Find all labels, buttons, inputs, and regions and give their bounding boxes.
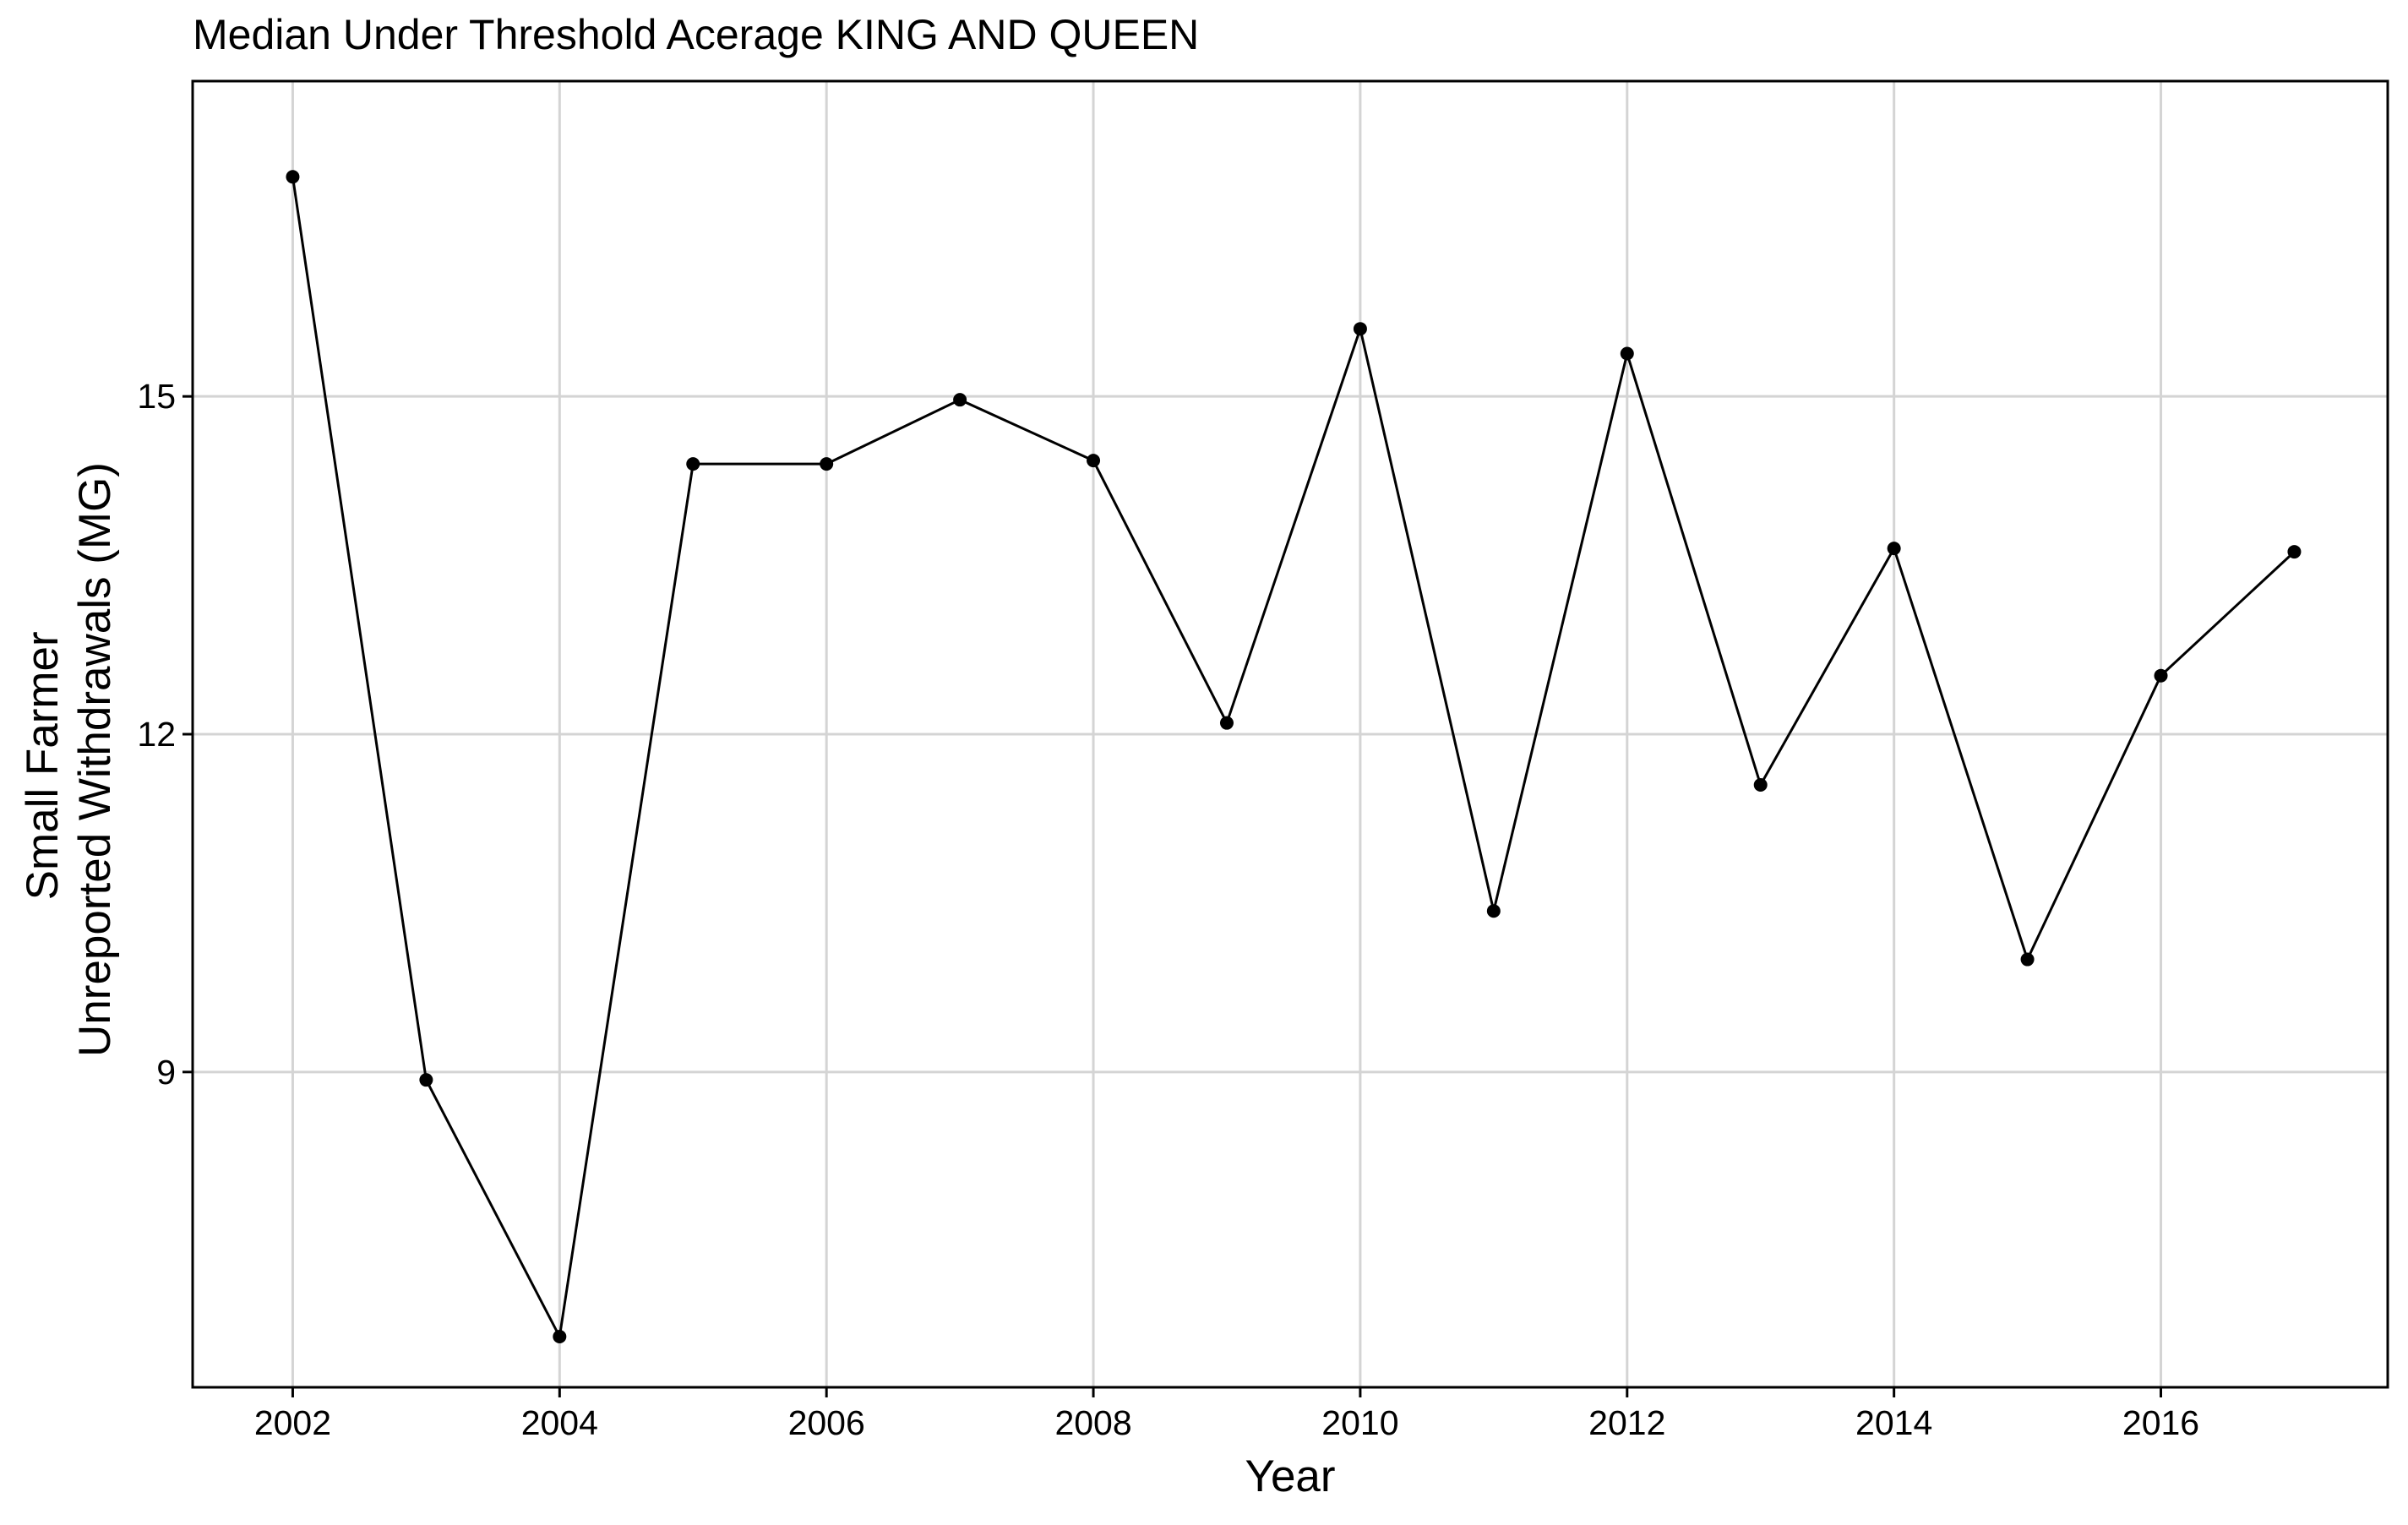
- data-point: [1887, 542, 1901, 556]
- data-point: [2154, 668, 2168, 683]
- x-tick-label: 2006: [788, 1403, 865, 1442]
- series-line: [291, 177, 2296, 1341]
- data-point: [686, 457, 700, 471]
- data-point: [820, 457, 834, 471]
- x-tick-label: 2004: [521, 1403, 598, 1442]
- x-tick-label: 2010: [1321, 1403, 1398, 1442]
- data-point: [2020, 952, 2035, 967]
- chart-title: Median Under Threshold Acerage KING AND …: [193, 11, 1199, 58]
- x-axis-title: Year: [1245, 1451, 1335, 1501]
- data-point: [419, 1073, 433, 1087]
- y-axis-title: Small Farmer Unreported Withdrawals (MG): [18, 462, 120, 1057]
- data-point: [286, 170, 300, 184]
- data-point: [553, 1330, 567, 1344]
- x-tick-label: 2014: [1855, 1403, 1932, 1442]
- grid-lines: [193, 81, 2388, 1387]
- data-point: [1620, 346, 1634, 361]
- data-point: [1087, 454, 1101, 468]
- data-point: [2287, 545, 2302, 559]
- y-tick-label: 9: [156, 1053, 176, 1092]
- x-tick-label: 2012: [1588, 1403, 1665, 1442]
- y-axis-title-line-1: Small Farmer: [18, 631, 68, 900]
- y-tick-label: 15: [137, 377, 176, 416]
- data-point: [1353, 322, 1367, 336]
- data-point: [1753, 777, 1768, 792]
- x-tick-label: 2008: [1054, 1403, 1131, 1442]
- data-point: [1219, 716, 1234, 730]
- axes: 2002 2004 2006 2008 2010 2012 2014 2016 9 12 15: [137, 377, 2199, 1442]
- data-point: [953, 393, 967, 407]
- data-point: [1486, 904, 1501, 918]
- y-tick-label: 12: [137, 715, 176, 754]
- x-tick-label: 2016: [2122, 1403, 2199, 1442]
- y-axis-title-line-2: Unreported Withdrawals (MG): [70, 462, 120, 1057]
- x-tick-label: 2002: [254, 1403, 331, 1442]
- data-series: [286, 170, 2302, 1344]
